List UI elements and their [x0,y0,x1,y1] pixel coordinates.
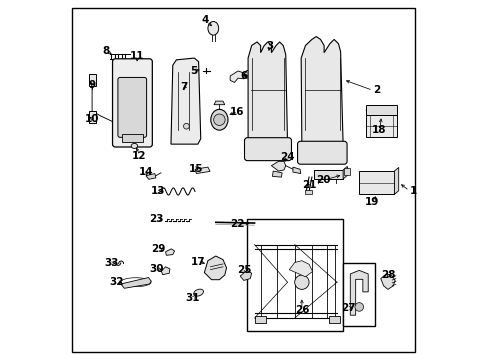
Text: 1: 1 [408,186,416,196]
Polygon shape [204,256,226,280]
Ellipse shape [193,289,203,296]
Text: 4: 4 [201,15,208,26]
Text: 27: 27 [341,303,355,313]
Text: 10: 10 [84,114,99,124]
Text: 25: 25 [237,265,251,275]
Bar [88,111,96,123]
Ellipse shape [210,109,227,130]
Text: 13: 13 [151,186,165,197]
Text: 18: 18 [371,125,386,135]
Text: 11: 11 [129,51,144,61]
Circle shape [354,303,363,311]
Polygon shape [161,267,169,275]
Bar [122,134,143,142]
Text: 7: 7 [180,82,187,92]
Bar [343,263,375,326]
FancyBboxPatch shape [112,59,152,147]
Polygon shape [289,261,312,277]
Polygon shape [301,37,343,148]
Polygon shape [349,270,367,315]
Polygon shape [240,270,251,280]
Text: 12: 12 [131,150,145,161]
Polygon shape [394,167,398,194]
Polygon shape [358,171,394,194]
Text: 8: 8 [102,46,110,56]
Ellipse shape [207,22,218,35]
Text: 9: 9 [88,80,96,90]
Text: 15: 15 [188,164,203,174]
Text: 31: 31 [185,293,199,303]
Bar [255,316,265,323]
Bar [343,168,349,175]
Text: 33: 33 [103,258,118,268]
Text: 19: 19 [364,197,378,207]
Circle shape [183,123,189,129]
Polygon shape [366,105,396,116]
Text: 22: 22 [230,219,244,229]
Polygon shape [121,278,151,288]
Text: 29: 29 [151,244,165,254]
Bar [328,316,339,323]
Text: 32: 32 [109,277,123,287]
Polygon shape [230,71,244,82]
Polygon shape [214,101,224,105]
Text: 24: 24 [280,152,294,162]
Bar [88,74,96,86]
Ellipse shape [294,275,308,289]
Text: 6: 6 [241,71,247,81]
Text: 28: 28 [380,270,394,280]
Text: 23: 23 [149,215,163,224]
FancyBboxPatch shape [118,77,146,137]
Polygon shape [195,167,210,174]
Polygon shape [272,171,282,177]
Polygon shape [366,116,396,137]
Polygon shape [145,174,156,179]
Text: 21: 21 [301,180,316,190]
Polygon shape [271,161,285,171]
Ellipse shape [244,70,251,78]
Text: 2: 2 [373,85,380,95]
Text: 17: 17 [190,257,205,267]
Text: 30: 30 [149,264,163,274]
Text: 16: 16 [230,107,244,117]
Text: 5: 5 [190,66,198,76]
Text: 14: 14 [138,167,153,177]
FancyBboxPatch shape [297,141,346,164]
Text: 20: 20 [316,175,330,185]
Text: 26: 26 [294,305,308,315]
Text: 3: 3 [265,41,273,50]
Polygon shape [165,249,174,255]
Circle shape [213,114,224,126]
Bar [305,190,312,194]
FancyBboxPatch shape [244,138,291,161]
Polygon shape [247,42,287,144]
Polygon shape [171,58,201,144]
Polygon shape [314,170,343,179]
Polygon shape [380,274,394,289]
Bar [247,220,343,330]
Polygon shape [292,167,300,174]
Polygon shape [343,166,346,179]
Ellipse shape [131,143,137,148]
